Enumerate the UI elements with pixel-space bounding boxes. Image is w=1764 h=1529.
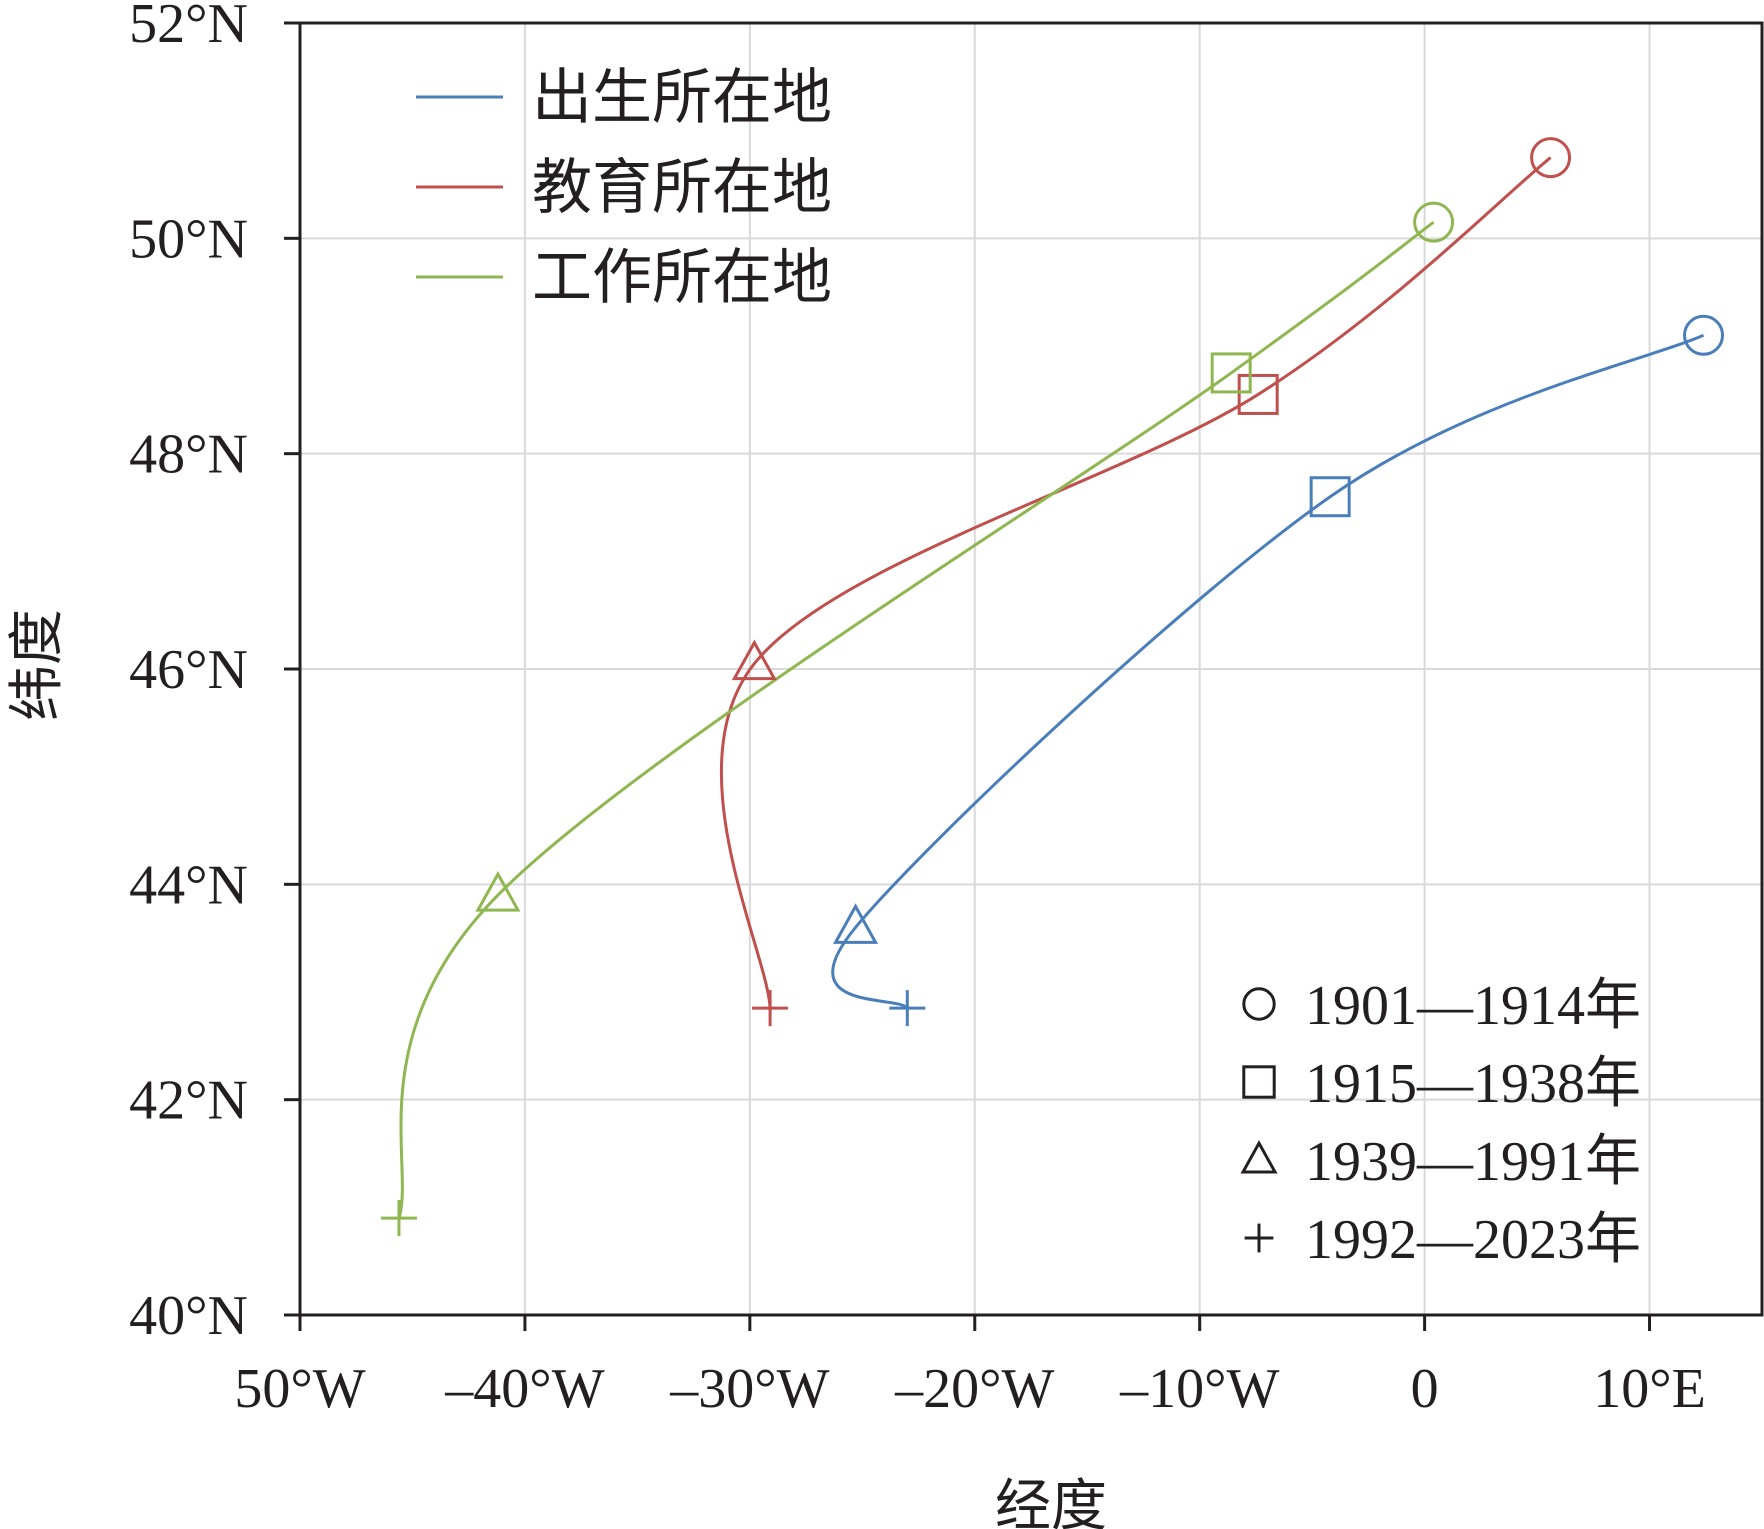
circle-marker: [1413, 201, 1455, 243]
x-tick-label: –20°W: [894, 1358, 1054, 1420]
y-axis-title: 纬度: [5, 609, 70, 721]
series-line: [719, 156, 1552, 1009]
x-axis-title: 经度: [995, 1474, 1107, 1529]
period-legend-label: 1901—1914年: [1305, 975, 1641, 1037]
square-marker: [1242, 1065, 1276, 1099]
y-tick-label: 44°N: [129, 854, 248, 916]
legend-label: 出生所在地: [532, 63, 832, 133]
plus-marker: [1244, 1223, 1274, 1253]
grid: [300, 23, 1762, 1315]
x-tick-label: 10°E: [1593, 1358, 1706, 1420]
legend-label: 工作所在地: [532, 243, 832, 313]
y-tick-label: 46°N: [129, 639, 248, 701]
x-tick-label: –30°W: [669, 1358, 829, 1420]
y-tick-label: 52°N: [129, 0, 248, 55]
triangle-marker: [475, 871, 521, 912]
period-legend-label: 1939—1991年: [1305, 1131, 1641, 1193]
plus-marker: [889, 990, 926, 1027]
square-marker: [1309, 476, 1351, 518]
period-legend-label: 1992—2023年: [1305, 1209, 1641, 1271]
y-tick-label: 48°N: [129, 424, 248, 486]
series-line: [397, 220, 1435, 1219]
triangle-marker: [731, 639, 777, 681]
x-tick-label: 50°W: [234, 1358, 365, 1420]
series-line: [831, 333, 1705, 1010]
square-marker: [1210, 352, 1252, 394]
triangle-marker: [833, 903, 879, 944]
y-tick-label: 42°N: [129, 1070, 248, 1132]
tick-labels: 50°W –40°W –30°W –20°W –10°W 0 10°E 40°N 42°N 44°…: [129, 0, 1706, 1420]
plus-marker: [380, 1200, 417, 1237]
plus-marker: [752, 990, 789, 1027]
x-tick-label: –10°W: [1119, 1358, 1279, 1420]
circle-marker: [1530, 137, 1572, 179]
circle-marker: [1242, 987, 1276, 1021]
x-tick-label: –40°W: [444, 1358, 604, 1420]
axes: [284, 21, 1764, 1331]
circle-marker: [1683, 314, 1725, 356]
x-tick-label: 0: [1411, 1358, 1439, 1420]
y-tick-label: 50°N: [129, 208, 248, 270]
square-marker: [1237, 373, 1279, 415]
triangle-marker: [1240, 1140, 1278, 1174]
markers: [380, 137, 1725, 1237]
period-legend-label: 1915—1938年: [1305, 1053, 1641, 1115]
period-legend: 1901—1914年 1915—1938年 1939—1991年 1992—2023年: [1240, 975, 1641, 1271]
y-tick-label: 40°N: [129, 1285, 248, 1347]
series: [397, 156, 1705, 1219]
legend-label: 教育所在地: [532, 153, 832, 223]
